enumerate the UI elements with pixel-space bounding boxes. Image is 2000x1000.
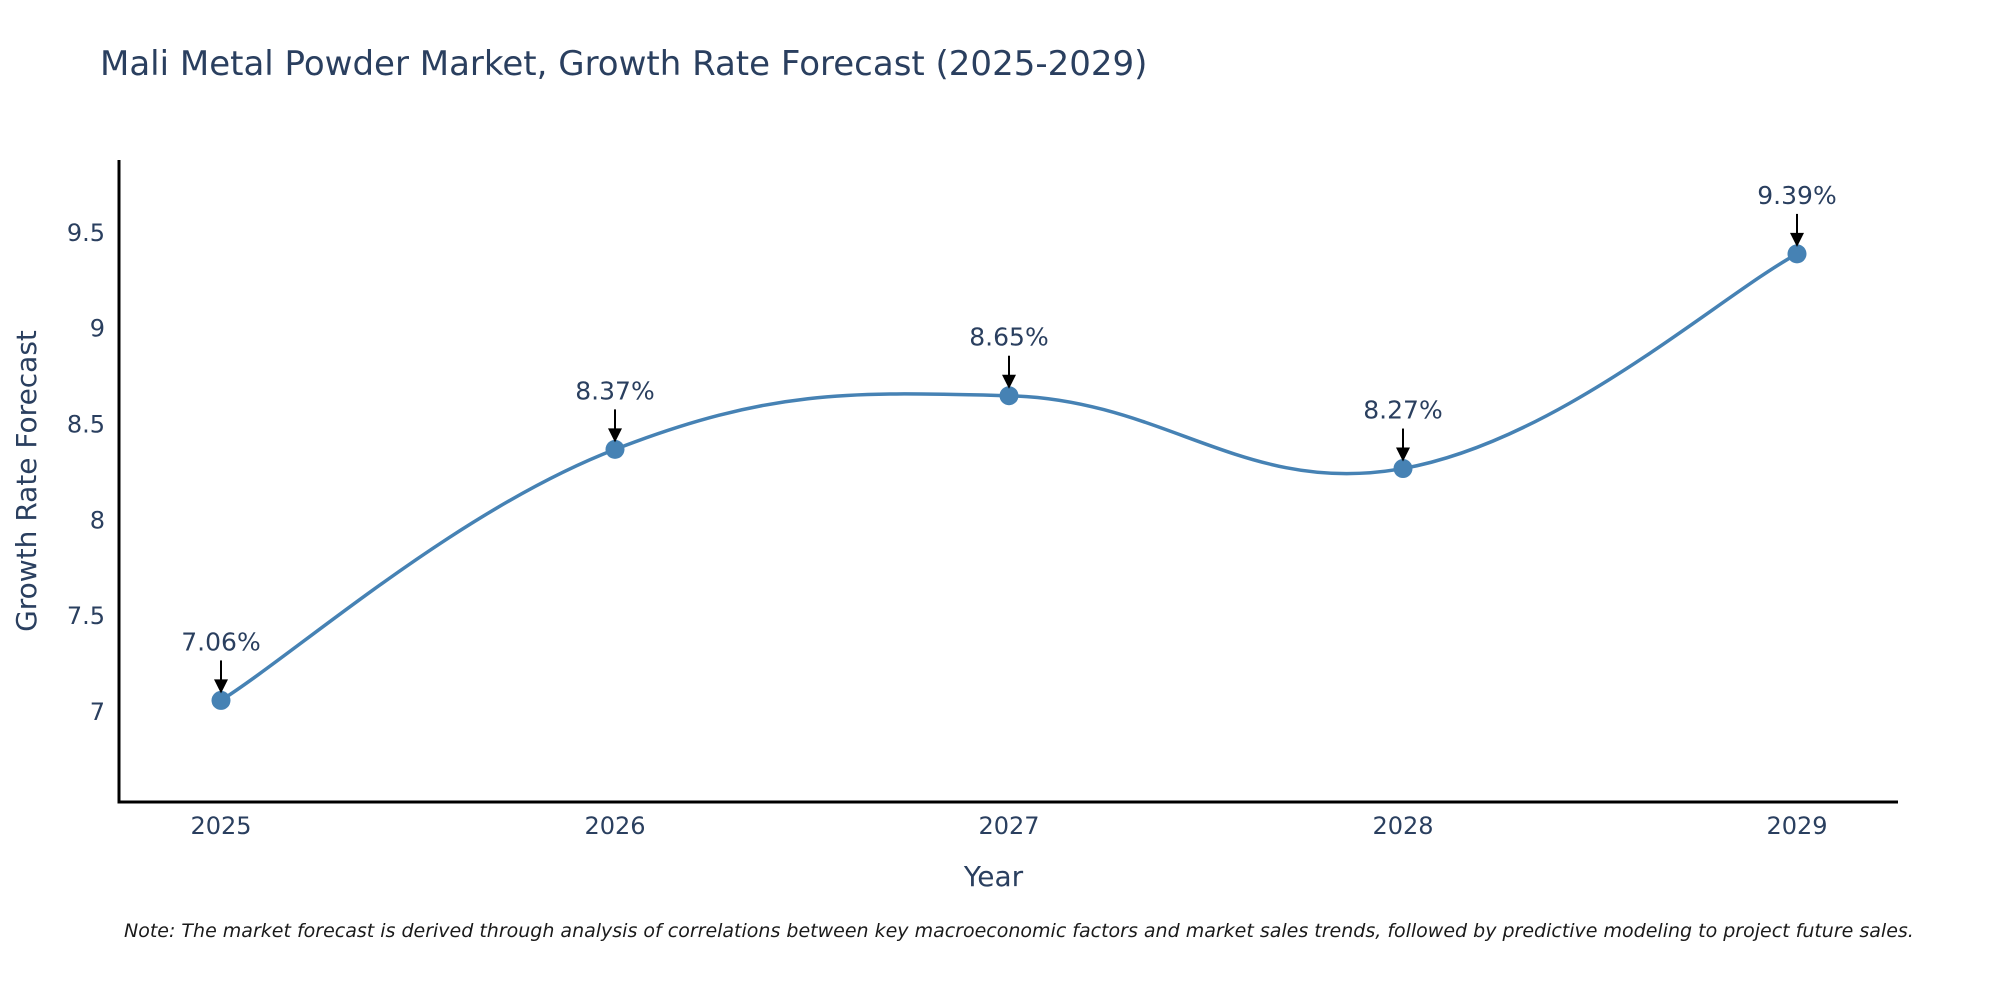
y-tick-label: 7	[90, 698, 105, 726]
x-tick-label: 2026	[584, 812, 645, 840]
y-tick-label: 9.5	[67, 219, 105, 247]
annotation-arrow-head	[1002, 374, 1016, 389]
y-axis-title: Growth Rate Forecast	[10, 330, 43, 632]
y-tick-label: 8.5	[67, 410, 105, 438]
data-label: 8.37%	[575, 376, 654, 405]
y-axis-ticks: 7 7.5 8 8.5 9 9.5	[67, 219, 105, 726]
annotation-arrow-head	[1790, 232, 1804, 247]
annotation-arrow-head	[214, 679, 228, 694]
data-label: 9.39%	[1757, 181, 1836, 210]
x-tick-label: 2028	[1372, 812, 1433, 840]
chart-title: Mali Metal Powder Market, Growth Rate Fo…	[100, 44, 1148, 84]
annotation-arrow-head	[608, 428, 622, 443]
y-tick-label: 9	[90, 315, 105, 343]
data-point	[1787, 244, 1807, 264]
data-point	[211, 690, 231, 710]
x-tick-label: 2025	[190, 812, 251, 840]
y-tick-label: 7.5	[67, 602, 105, 630]
annotation-arrow-head	[1396, 447, 1410, 462]
footnote: Note: The market forecast is derived thr…	[124, 920, 1914, 942]
data-label: 7.06%	[181, 627, 260, 656]
x-tick-label: 2027	[978, 812, 1039, 840]
data-label: 8.65%	[969, 323, 1048, 352]
data-point	[999, 386, 1019, 406]
data-points	[211, 244, 1807, 710]
series-line	[220, 252, 1798, 702]
x-tick-label: 2029	[1766, 812, 1827, 840]
data-label: 8.27%	[1363, 396, 1442, 425]
y-tick-label: 8	[90, 506, 105, 534]
data-point	[605, 439, 625, 459]
x-axis-title: Year	[963, 860, 1024, 893]
x-axis-ticks: 2025 2026 2027 2028 2029	[190, 812, 1827, 840]
data-point	[1393, 459, 1413, 479]
data-annotations: 7.06% 8.37% 8.65% 8.27% 9.39%	[181, 181, 1837, 694]
